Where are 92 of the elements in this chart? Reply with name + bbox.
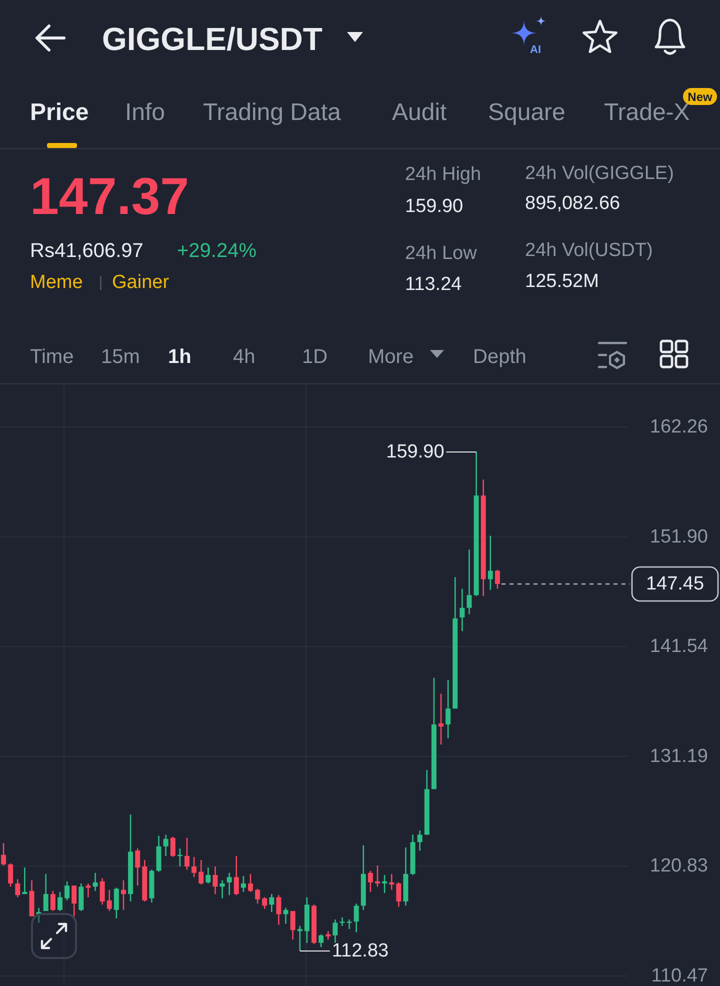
text: 24h Low [405, 243, 478, 264]
candlestick [488, 535, 493, 590]
candlestick [22, 866, 28, 895]
candlestick [494, 569, 500, 590]
text: +29.24% [177, 240, 257, 262]
candlestick [283, 907, 288, 924]
candlestick [220, 880, 225, 899]
annotation: 112.83 [332, 940, 389, 962]
candlestick [50, 890, 56, 912]
candlestick [318, 934, 324, 948]
text: Time [30, 346, 74, 368]
text: 24h Vol(USDT) [525, 240, 653, 261]
text: 1D [302, 346, 328, 368]
text: 147.37 [30, 168, 190, 226]
candlestick [8, 862, 14, 888]
candlestick [184, 837, 190, 870]
candlestick [368, 870, 373, 893]
candlestick [276, 894, 282, 926]
text: Square [488, 99, 566, 126]
candlestick [297, 925, 302, 952]
ref-line-label: 147.45 [646, 573, 704, 594]
text: 24h High [405, 164, 482, 185]
text: Rs41,606.97 [30, 240, 144, 262]
candlestick [375, 864, 380, 888]
candlestick [332, 918, 338, 944]
y-tick-label: 110.47 [651, 966, 708, 986]
candlestick [206, 866, 211, 884]
candlestick [340, 916, 345, 927]
text: New [688, 90, 713, 104]
text: 1h [168, 346, 192, 368]
candlestick [114, 887, 119, 920]
y-tick-label: 141.54 [650, 636, 708, 658]
text: AI [530, 44, 541, 56]
text: Price [30, 99, 89, 126]
candlestick [248, 873, 253, 893]
text: 15m [101, 346, 140, 368]
candlestick [163, 834, 168, 857]
candlestick [64, 880, 70, 902]
text: 895,082.66 [525, 193, 620, 214]
candlestick [1, 842, 6, 866]
candlestick [36, 907, 42, 924]
candlestick [417, 830, 422, 852]
candlestick [78, 882, 84, 912]
candlestick [198, 859, 204, 886]
candlestick [57, 891, 62, 912]
text: Trade-X [604, 99, 690, 126]
y-tick-label: 162.26 [650, 416, 708, 438]
candlestick [382, 874, 388, 894]
candlestick [226, 872, 232, 896]
candlestick [170, 836, 176, 858]
text: Trading Data [203, 99, 342, 126]
candlestick [212, 866, 218, 895]
candlestick [389, 873, 394, 890]
candlestick [92, 872, 98, 892]
text: 24h Vol(GIGGLE) [525, 163, 674, 184]
y-tick-label: 120.83 [650, 856, 708, 877]
candlestick [100, 878, 105, 906]
candlestick [354, 902, 359, 933]
text: GIGGLE/USDT [102, 21, 323, 57]
candlestick [234, 855, 239, 896]
annotation: 159.90 [386, 442, 444, 463]
candlestick [396, 882, 402, 908]
candlestick [262, 896, 268, 910]
text: 4h [233, 346, 256, 368]
y-tick-label: 151.90 [650, 526, 708, 548]
candlestick [460, 588, 465, 632]
text: Meme [30, 272, 83, 293]
candlestick [120, 880, 126, 911]
text: Gainer [112, 272, 170, 293]
candlestick [255, 888, 260, 904]
text: 125.52M [525, 271, 599, 292]
candlestick [438, 693, 444, 746]
text: Depth [473, 346, 526, 368]
candlestick [43, 873, 48, 912]
candlestick [290, 910, 296, 940]
text: 159.90 [405, 196, 464, 217]
candlestick [192, 856, 197, 878]
candlestick [135, 848, 140, 886]
text: 113.24 [405, 274, 462, 295]
candlestick [346, 918, 352, 930]
candlestick [269, 893, 274, 913]
text: Info [125, 99, 166, 126]
candlestick [72, 884, 77, 917]
y-tick-label: 131.19 [650, 746, 708, 767]
candlestick [446, 679, 451, 739]
text: More [368, 346, 414, 368]
candlestick [240, 875, 246, 893]
candlestick [86, 882, 91, 898]
candlestick [106, 889, 112, 912]
text: Audit [392, 99, 448, 126]
candlestick [466, 548, 472, 615]
candlestick [15, 878, 20, 898]
